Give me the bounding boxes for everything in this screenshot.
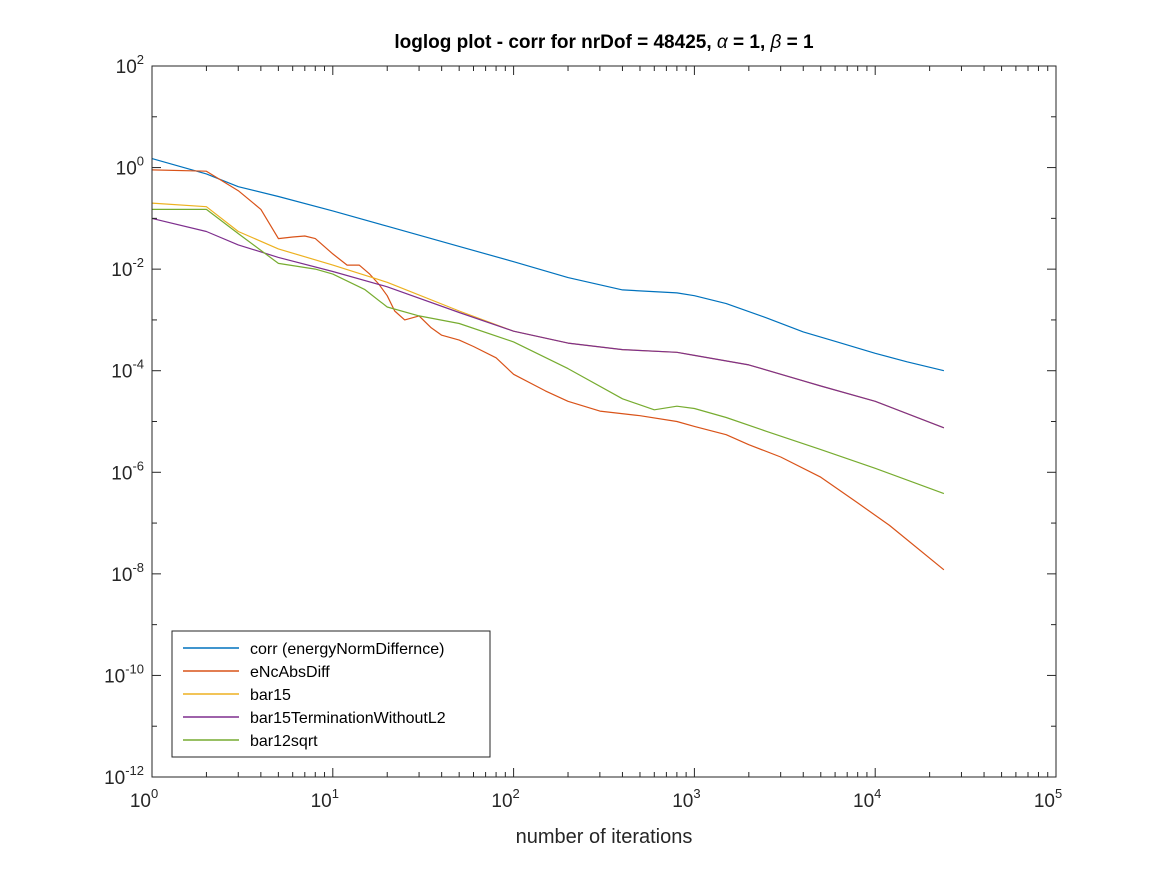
y-tick-label: 10-10 bbox=[104, 661, 144, 687]
x-tick-label: 105 bbox=[1034, 786, 1062, 812]
legend-label-4: bar15TerminationWithoutL2 bbox=[250, 710, 446, 727]
y-tick-label: 102 bbox=[116, 52, 144, 78]
x-tick-label: 100 bbox=[130, 786, 158, 812]
y-tick-label: 10-12 bbox=[104, 763, 144, 789]
y-tick-label: 10-6 bbox=[111, 458, 144, 484]
y-tick-label: 10-2 bbox=[111, 255, 144, 281]
legend-label-2: eNcAbsDiff bbox=[250, 664, 330, 681]
y-tick-label: 10-4 bbox=[111, 357, 144, 383]
x-axis-title: number of iterations bbox=[516, 826, 693, 848]
y-tick-label: 100 bbox=[116, 154, 144, 180]
series-line-2 bbox=[151, 169, 945, 571]
y-tick-label: 10-8 bbox=[111, 560, 144, 586]
legend: corr (energyNormDiffernce) eNcAbsDiff bar1… bbox=[171, 630, 491, 758]
chart-title: loglog plot - corr for nrDof = 48425, α … bbox=[394, 32, 814, 53]
series-layer bbox=[151, 158, 945, 571]
series-line-1 bbox=[151, 158, 945, 372]
series-line-5 bbox=[152, 208, 945, 495]
x-tick-label: 102 bbox=[491, 786, 519, 812]
ticks-layer: 100 101 102 103 104 105 10-12 10-10 10-8 10-6 10-4… bbox=[104, 52, 1062, 812]
x-tick-label: 104 bbox=[853, 786, 881, 812]
x-tick-label: 101 bbox=[311, 786, 339, 812]
series-line-4 bbox=[151, 217, 945, 429]
legend-label-5: bar12sqrt bbox=[250, 733, 318, 750]
x-tick-label: 103 bbox=[672, 786, 700, 812]
legend-label-3: bar15 bbox=[250, 687, 291, 704]
legend-label-1: corr (energyNormDiffernce) bbox=[250, 641, 444, 658]
